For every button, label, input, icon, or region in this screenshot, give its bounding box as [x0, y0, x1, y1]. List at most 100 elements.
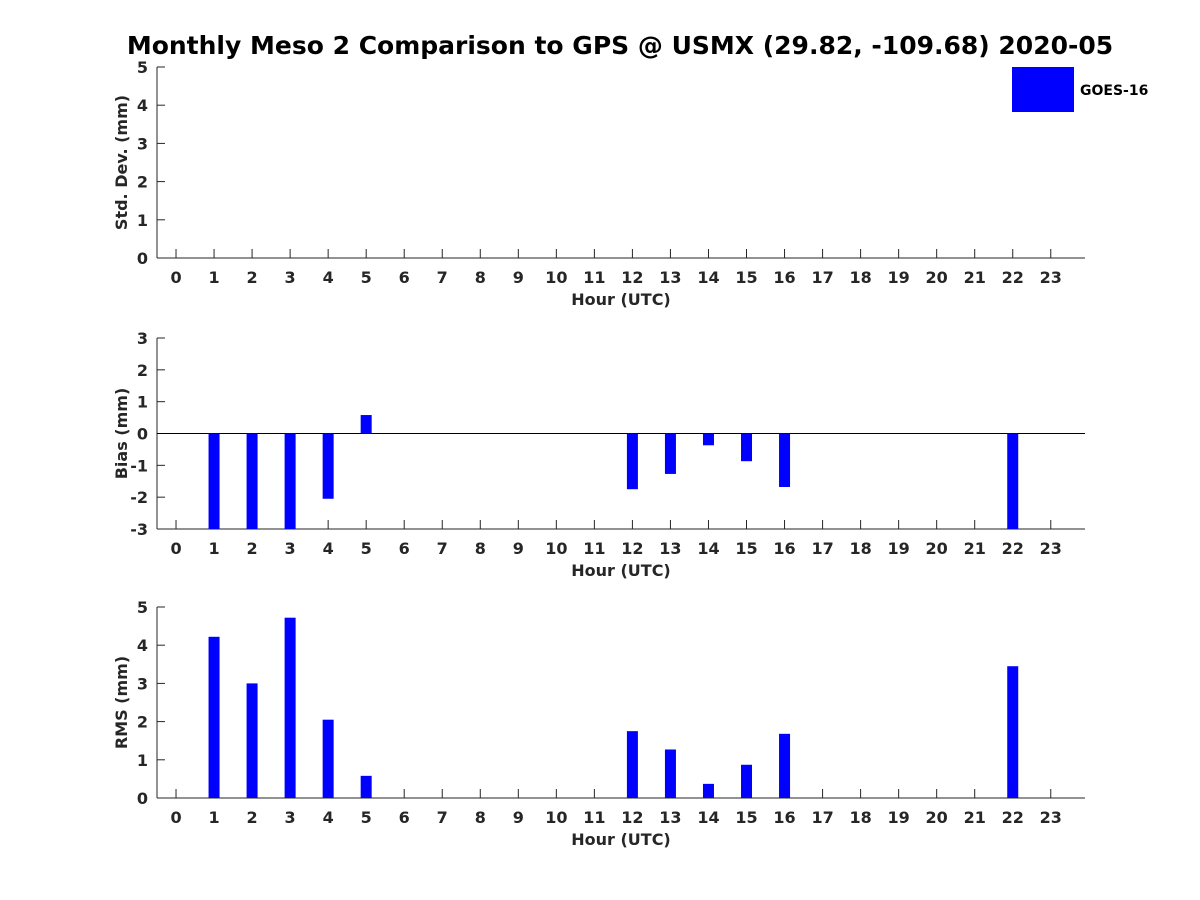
- bar-hour-16: [779, 433, 791, 487]
- bar-hour-1: [208, 636, 220, 798]
- bar-hour-14: [702, 783, 714, 798]
- x-tick-label: 2: [247, 268, 258, 287]
- x-tick-label: 2: [247, 539, 258, 558]
- x-tick-label: 23: [1040, 268, 1062, 287]
- x-tick-label: 23: [1040, 539, 1062, 558]
- x-tick-label: 9: [513, 268, 524, 287]
- y-tick-label: 1: [137, 393, 148, 412]
- legend-swatch: [1012, 67, 1074, 112]
- x-tick-label: 13: [659, 268, 681, 287]
- bar-hour-4: [322, 433, 334, 499]
- x-tick-label: 17: [811, 808, 833, 827]
- bar-hour-22: [1007, 433, 1019, 529]
- x-tick-label: 14: [697, 268, 719, 287]
- x-tick-label: 22: [1002, 539, 1024, 558]
- y-tick-label: 0: [137, 789, 148, 808]
- x-tick-label: 13: [659, 808, 681, 827]
- bar-hour-5: [360, 775, 372, 798]
- x-tick-label: 0: [170, 268, 181, 287]
- x-tick-label: 6: [399, 539, 410, 558]
- x-tick-label: 16: [773, 539, 795, 558]
- x-tick-label: 18: [849, 268, 871, 287]
- y-tick-label: 0: [137, 425, 148, 444]
- x-tick-label: 11: [583, 268, 605, 287]
- y-axis-label: Std. Dev. (mm): [112, 95, 131, 230]
- x-tick-label: 1: [208, 808, 219, 827]
- x-tick-label: 14: [697, 539, 719, 558]
- x-tick-label: 13: [659, 539, 681, 558]
- x-tick-label: 11: [583, 808, 605, 827]
- x-tick-label: 11: [583, 539, 605, 558]
- bar-hour-5: [360, 415, 372, 434]
- x-tick-label: 0: [170, 808, 181, 827]
- x-tick-label: 12: [621, 539, 643, 558]
- x-tick-label: 7: [437, 808, 448, 827]
- bar-hour-4: [322, 719, 334, 798]
- x-tick-label: 5: [361, 539, 372, 558]
- bar-hour-1: [208, 433, 220, 529]
- x-tick-label: 1: [208, 539, 219, 558]
- x-tick-label: 20: [926, 268, 948, 287]
- y-tick-label: 4: [137, 636, 148, 655]
- x-tick-label: 3: [285, 539, 296, 558]
- bar-hour-13: [664, 433, 676, 474]
- x-tick-label: 8: [475, 539, 486, 558]
- x-tick-label: 20: [926, 539, 948, 558]
- bar-hour-3: [284, 617, 296, 798]
- y-tick-label: -1: [130, 456, 148, 475]
- x-tick-label: 22: [1002, 808, 1024, 827]
- bar-hour-22: [1007, 666, 1019, 798]
- bar-hour-14: [702, 433, 714, 446]
- x-tick-label: 9: [513, 808, 524, 827]
- y-tick-label: 3: [137, 134, 148, 153]
- y-axis-label: RMS (mm): [112, 656, 131, 749]
- x-axis-label: Hour (UTC): [571, 830, 671, 849]
- x-tick-label: 19: [888, 268, 910, 287]
- y-tick-label: 3: [137, 329, 148, 348]
- x-tick-label: 19: [888, 539, 910, 558]
- x-tick-label: 21: [964, 268, 986, 287]
- x-tick-label: 8: [475, 808, 486, 827]
- x-tick-label: 23: [1040, 808, 1062, 827]
- y-tick-label: 1: [137, 211, 148, 230]
- x-tick-label: 18: [849, 808, 871, 827]
- bar-hour-2: [246, 683, 258, 798]
- bar-hour-16: [779, 733, 791, 798]
- bar-hour-12: [626, 433, 638, 490]
- x-tick-label: 14: [697, 808, 719, 827]
- x-tick-label: 7: [437, 268, 448, 287]
- y-tick-label: 5: [137, 598, 148, 617]
- x-tick-label: 5: [361, 268, 372, 287]
- x-tick-label: 12: [621, 808, 643, 827]
- x-axis-label: Hour (UTC): [571, 561, 671, 580]
- x-tick-label: 3: [285, 268, 296, 287]
- x-tick-label: 4: [323, 268, 334, 287]
- x-tick-label: 4: [323, 808, 334, 827]
- x-tick-label: 10: [545, 808, 567, 827]
- x-tick-label: 16: [773, 808, 795, 827]
- y-tick-label: 0: [137, 249, 148, 268]
- x-tick-label: 3: [285, 808, 296, 827]
- x-tick-label: 22: [1002, 268, 1024, 287]
- x-tick-label: 2: [247, 808, 258, 827]
- y-tick-label: 2: [137, 173, 148, 192]
- x-tick-label: 15: [735, 268, 757, 287]
- x-tick-label: 15: [735, 539, 757, 558]
- y-tick-label: 1: [137, 751, 148, 770]
- x-tick-label: 12: [621, 268, 643, 287]
- x-tick-label: 7: [437, 539, 448, 558]
- x-tick-label: 6: [399, 268, 410, 287]
- y-tick-label: 2: [137, 713, 148, 732]
- x-tick-label: 10: [545, 268, 567, 287]
- x-tick-label: 21: [964, 539, 986, 558]
- bar-hour-3: [284, 433, 296, 529]
- x-tick-label: 18: [849, 539, 871, 558]
- y-tick-label: -2: [130, 488, 148, 507]
- y-tick-label: -3: [130, 520, 148, 539]
- x-tick-label: 19: [888, 808, 910, 827]
- x-tick-label: 8: [475, 268, 486, 287]
- x-tick-label: 21: [964, 808, 986, 827]
- y-tick-label: 3: [137, 674, 148, 693]
